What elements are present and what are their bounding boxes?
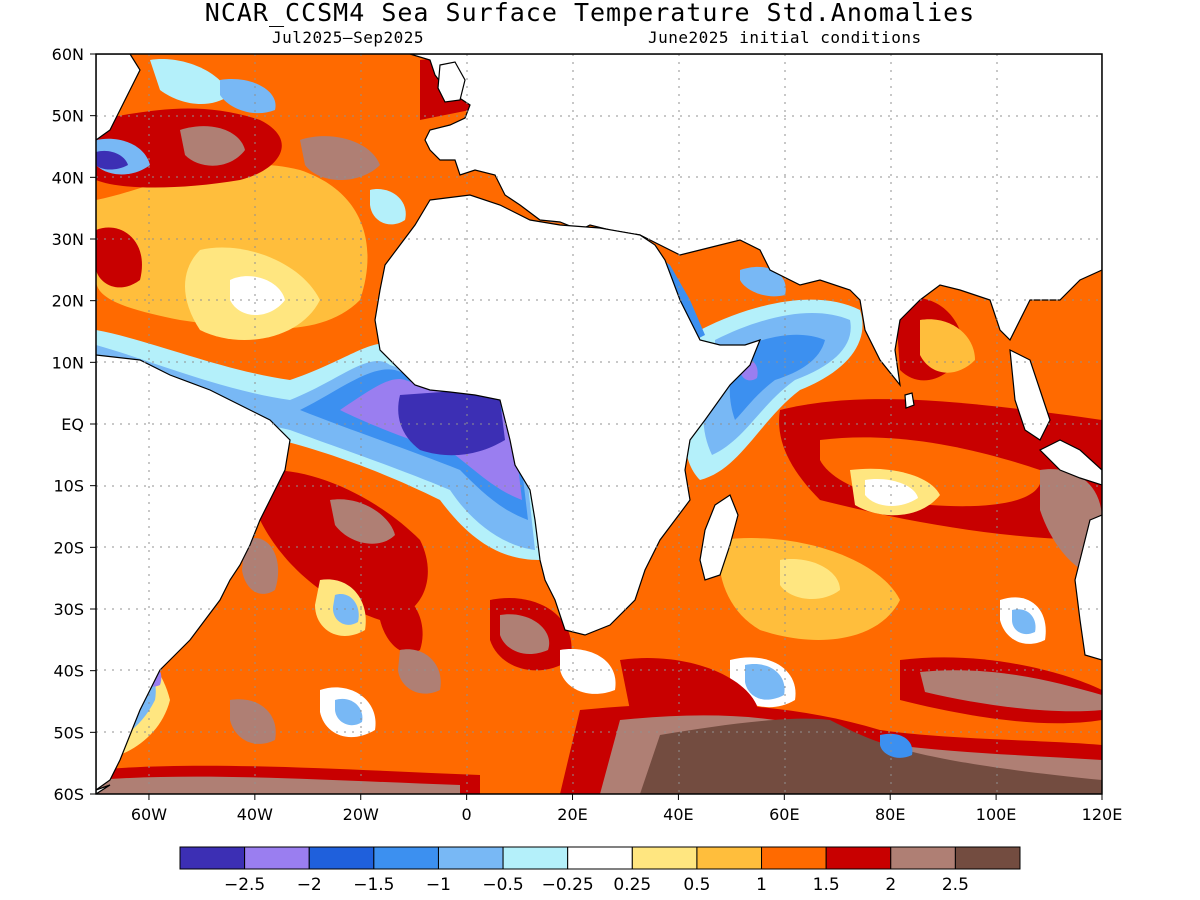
colorbar-swatch [437,846,504,870]
north-america-landmass [96,54,141,141]
lat-tick-label: 60N [52,45,84,64]
colorbar-swatch [954,846,1021,870]
sri-lanka-island [904,392,915,409]
lat-tick-label: 30S [53,600,84,619]
anomaly-region [920,670,1102,712]
anomaly-region [96,776,460,794]
lon-tick-label: 40W [237,805,273,824]
anomaly-region [740,266,786,297]
lat-tick-label: 20N [52,292,84,311]
map-gridlines [96,54,1102,794]
colorbar-swatch [244,846,310,870]
colorbar-label: 2 [885,875,896,895]
anomaly-region [380,589,423,653]
lon-tick-label: 120E [1082,805,1123,824]
lon-tick-label: 20E [557,805,587,824]
anomaly-region [398,649,441,694]
anomaly-region [920,319,975,373]
anomaly-region [96,150,128,170]
colorbar-swatch [761,846,827,870]
africa-landmass [374,194,762,636]
anomaly-region [220,79,276,114]
anomaly-region [1012,609,1036,635]
lat-tick-label: 50S [53,723,84,742]
southeast-asia-landmass [1009,348,1051,441]
colorbar-swatch [567,846,633,870]
lon-tick-label: 40E [663,805,693,824]
colorbar-label: 1.5 [813,875,840,895]
anomaly-region [96,227,142,288]
land-masses [96,54,1102,794]
anomaly-region [500,614,550,655]
lon-tick-label: 60E [769,805,799,824]
color-legend: −2.5 −2 −1.5 −1 −0.5 −0.25 0.25 0.5 1 1.5 2 2.5 [179,846,1021,895]
colorbar-swatch [373,846,439,870]
lon-tick-label: 100E [976,805,1017,824]
lat-tick-label: 40N [52,168,84,187]
colorbar-swatch [308,846,375,870]
lat-tick-label: 10N [52,353,84,372]
colorbar-swatch [179,846,246,870]
colorbar-swatch [502,846,569,870]
lon-tick-label: 0 [462,805,472,824]
colorbar-label: −1 [426,875,451,895]
colorbar-label: −2.5 [224,875,265,895]
uk-islands [437,61,466,103]
colorbar-label: 1 [756,875,767,895]
lat-tick-label: 50N [52,107,84,126]
anomaly-region [745,664,785,700]
colorbar-label: 2.5 [942,875,969,895]
anomaly-region [370,189,406,225]
colorbar-label: 0.5 [683,875,710,895]
anomaly-region [780,559,840,600]
south-america-landmass [96,354,291,791]
anomaly-region [880,733,913,758]
lat-tick-label: 30N [52,230,84,249]
antarctica-peninsula [96,784,111,794]
lon-tick-label: 80E [875,805,905,824]
map-title: NCAR_CCSM4 Sea Surface Temperature Std.A… [204,0,976,27]
colorbar-label: −0.5 [482,875,523,895]
lon-tick-label: 60W [131,805,167,824]
anomaly-region [230,276,285,315]
anomaly-region [300,136,380,180]
lat-tick-label: 40S [53,662,84,681]
anomaly-region [640,718,1102,794]
colorbar-swatch [890,846,956,870]
colorbar-swatch [696,846,763,870]
lon-tick-label: 20W [343,805,379,824]
colorbar-label: −0.25 [542,875,594,895]
anomaly-region [150,59,230,105]
initial-conditions: June2025 initial conditions [648,28,922,47]
anomaly-region [260,470,428,620]
lat-tick-label: 10S [53,477,84,496]
anomaly-region [180,126,245,166]
forecast-period: Jul2025–Sep2025 [272,28,424,47]
lat-tick-label: 20S [53,538,84,557]
madagascar-island [699,494,739,581]
lat-tick-label: EQ [61,415,84,434]
colorbar-swatch [631,846,698,870]
anomaly-region [335,698,363,726]
anomaly-region [242,538,279,594]
anomaly-region [330,499,395,544]
sumatra-island [1038,439,1102,486]
anomaly-region [230,699,276,744]
latitude-axis: 60N 50N 40N 30N 20N 10N EQ 10S 20S 30S 40S 50S 60S [52,45,96,804]
europe-asia-landmass [409,54,1102,388]
lat-tick-label: 60S [53,785,84,804]
colorbar-label: 0.25 [613,875,651,895]
australia-landmass [1074,514,1102,661]
colorbar-label: −1.5 [353,875,394,895]
colorbar-swatch [825,846,892,870]
longitude-axis: 60W 40W 20W 0 20E 40E 60E 80E 100E 120E [131,794,1122,824]
anomaly-region [398,390,505,456]
colorbar-label: −2 [297,875,322,895]
anomaly-region [560,649,616,694]
